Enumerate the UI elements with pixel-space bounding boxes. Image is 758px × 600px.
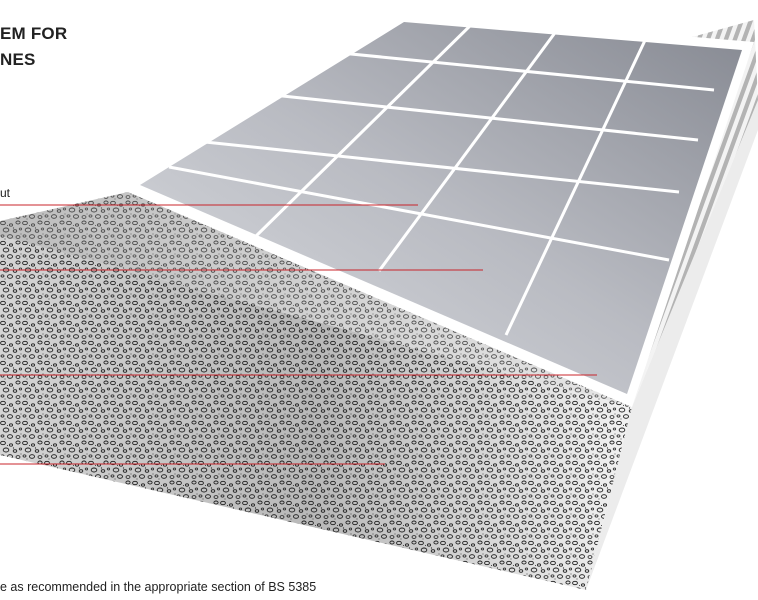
leader-lines <box>0 204 597 465</box>
page-title-line-1: EM FOR <box>0 24 68 43</box>
mortar-bed-top-surface <box>0 192 632 407</box>
footnote-text: e as recommended in the appropriate sect… <box>0 580 317 594</box>
mortar-bed-side-face <box>586 100 758 590</box>
tile-surface <box>128 13 754 407</box>
grout-joints <box>168 17 715 336</box>
page-title-line-2: NES <box>0 50 36 69</box>
layer-label-grout: ut <box>0 186 11 200</box>
mortar-bed-front-face <box>0 236 632 590</box>
